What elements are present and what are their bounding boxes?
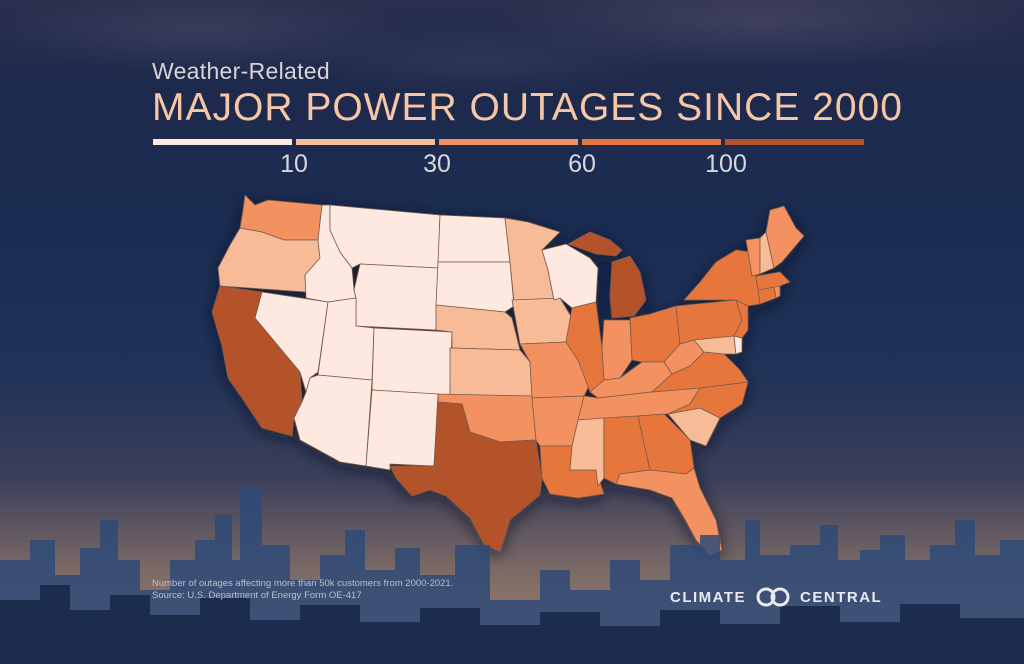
legend-swatch-30-60: [439, 139, 578, 145]
legend-tick-100: 100: [705, 150, 747, 178]
legend-tick-30: 30: [423, 150, 451, 178]
state-maryland: [693, 335, 737, 355]
state-south-dakota: [435, 261, 515, 313]
sky-clouds: [0, 0, 1024, 120]
state-maine: [765, 205, 805, 269]
logo-text-right: CENTRAL: [800, 588, 883, 606]
legend-swatch-10-30: [296, 139, 435, 145]
state-massachusetts: [755, 271, 791, 291]
legend-swatch-0-10: [153, 139, 292, 145]
state-michigan: [567, 231, 647, 319]
map-title: MAJOR POWER OUTAGES SINCE 2000: [152, 86, 903, 129]
map-subtitle: Weather-Related: [152, 58, 330, 84]
logo-rings-icon: [756, 587, 790, 607]
footnote-line-1: Number of outages affecting more than 50…: [152, 578, 454, 589]
logo-text-left: CLIMATE: [670, 588, 747, 606]
legend-swatch-100-plus: [725, 139, 864, 145]
legend-color-bar: [153, 139, 868, 145]
climate-central-logo: CLIMATE CENTRAL: [670, 586, 882, 608]
state-north-carolina: [667, 381, 749, 419]
footnote-line-2: Source: U.S. Department of Energy Form O…: [152, 590, 362, 601]
footnote: Number of outages affecting more than 50…: [152, 578, 453, 602]
legend-swatch-60-100: [582, 139, 721, 145]
state-texas: [389, 401, 543, 553]
legend-tick-10: 10: [280, 150, 308, 178]
legend-tick-60: 60: [568, 150, 596, 178]
